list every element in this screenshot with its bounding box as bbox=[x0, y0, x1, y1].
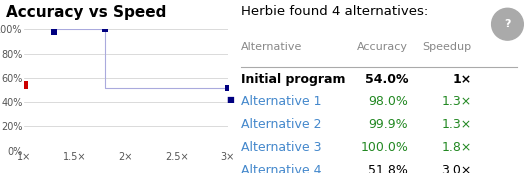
Text: ?: ? bbox=[504, 19, 511, 29]
Text: Alternative 1: Alternative 1 bbox=[241, 95, 322, 108]
Point bbox=[20, 84, 28, 86]
Text: Accuracy vs Speed: Accuracy vs Speed bbox=[6, 5, 167, 20]
Text: Accuracy: Accuracy bbox=[357, 42, 408, 52]
Point bbox=[101, 28, 110, 31]
Text: 1.8×: 1.8× bbox=[441, 141, 472, 154]
Text: Herbie found 4 alternatives:: Herbie found 4 alternatives: bbox=[241, 5, 428, 18]
Text: 1.3×: 1.3× bbox=[441, 118, 472, 131]
Point bbox=[50, 30, 59, 33]
Text: 51.8%: 51.8% bbox=[368, 164, 408, 173]
Text: Speedup: Speedup bbox=[422, 42, 472, 52]
Text: 54.0%: 54.0% bbox=[365, 73, 408, 86]
Point bbox=[224, 86, 232, 89]
Point bbox=[50, 28, 59, 31]
Text: 100.0%: 100.0% bbox=[360, 141, 408, 154]
Text: Alternative 3: Alternative 3 bbox=[241, 141, 322, 154]
Text: 3.0×: 3.0× bbox=[441, 164, 472, 173]
Text: 98.0%: 98.0% bbox=[368, 95, 408, 108]
Text: Alternative: Alternative bbox=[241, 42, 303, 52]
Text: ■: ■ bbox=[226, 95, 234, 104]
Text: Initial program: Initial program bbox=[241, 73, 346, 86]
Text: 1×: 1× bbox=[453, 73, 472, 86]
Circle shape bbox=[492, 8, 523, 40]
Text: 1.3×: 1.3× bbox=[441, 95, 472, 108]
Text: Alternative 4: Alternative 4 bbox=[241, 164, 322, 173]
Text: Alternative 2: Alternative 2 bbox=[241, 118, 322, 131]
Text: 99.9%: 99.9% bbox=[368, 118, 408, 131]
